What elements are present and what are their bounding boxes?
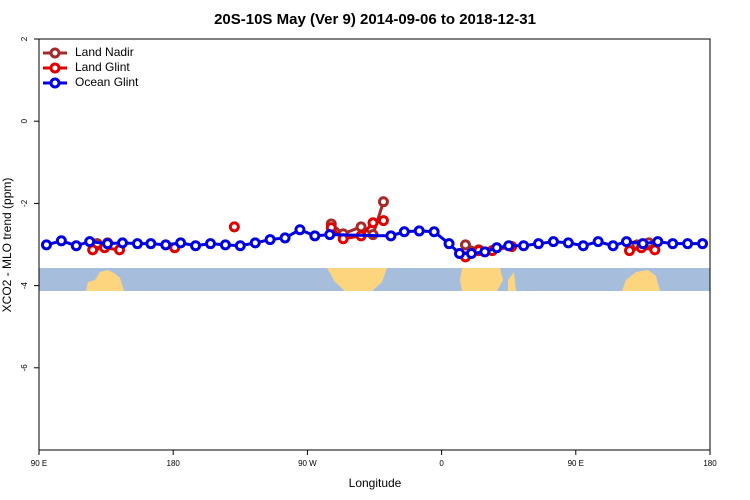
point xyxy=(219,239,231,251)
legend-marker xyxy=(49,77,61,89)
legend-marker xyxy=(49,47,61,59)
point xyxy=(562,237,574,249)
map-land xyxy=(86,270,124,291)
point xyxy=(190,240,202,252)
point xyxy=(377,196,389,208)
point xyxy=(398,226,410,238)
x-tick-label: 0 xyxy=(439,459,444,468)
point xyxy=(620,236,632,248)
y-tick-label: -4 xyxy=(20,281,29,289)
legend-label: Land Glint xyxy=(75,60,130,74)
point xyxy=(491,242,503,254)
point xyxy=(697,238,709,250)
plot-frame xyxy=(38,38,711,451)
chart-title: 20S-10S May (Ver 9) 2014-09-06 to 2018-1… xyxy=(214,11,536,28)
y-tick-label: 0 xyxy=(20,118,29,123)
point xyxy=(652,236,664,248)
point xyxy=(667,238,679,250)
point xyxy=(533,238,545,250)
point xyxy=(228,221,240,233)
point xyxy=(518,240,530,252)
y-axis-label: XCO2 - MLO trend (ppm) xyxy=(0,178,14,313)
y-tick-label: -2 xyxy=(20,199,29,207)
point xyxy=(279,232,291,244)
point xyxy=(443,238,455,250)
point xyxy=(70,240,82,252)
point xyxy=(385,230,397,242)
point xyxy=(367,217,379,229)
x-tick-label: 180 xyxy=(167,459,181,468)
point xyxy=(682,238,694,250)
x-axis-label: Longitude xyxy=(349,476,402,490)
point xyxy=(637,238,649,250)
point xyxy=(324,229,336,241)
y-tick-label: -6 xyxy=(20,364,29,372)
x-tick-label: 180 xyxy=(703,459,717,468)
point xyxy=(309,230,321,242)
point xyxy=(102,238,114,250)
point xyxy=(377,215,389,227)
legend-marker xyxy=(49,62,61,74)
point xyxy=(413,225,425,237)
x-tick-label: 90 W xyxy=(298,459,317,468)
legend-label: Ocean Glint xyxy=(75,75,139,89)
point xyxy=(479,246,491,258)
map-land xyxy=(622,270,660,291)
point xyxy=(453,248,465,260)
point xyxy=(459,239,471,251)
point xyxy=(131,238,143,250)
point xyxy=(503,240,515,252)
point xyxy=(294,224,306,236)
point xyxy=(249,237,261,249)
point xyxy=(55,235,67,247)
point xyxy=(117,237,129,249)
point xyxy=(204,238,216,250)
point xyxy=(355,221,367,233)
x-tick-label: 90 E xyxy=(568,459,584,468)
x-tick-label: 90 E xyxy=(31,459,47,468)
point xyxy=(623,245,635,257)
point xyxy=(160,239,172,251)
point xyxy=(592,236,604,248)
point xyxy=(40,239,52,251)
point xyxy=(547,236,559,248)
point xyxy=(145,238,157,250)
point xyxy=(84,236,96,248)
point xyxy=(264,234,276,246)
legend-label: Land Nadir xyxy=(75,45,134,59)
point xyxy=(234,240,246,252)
point xyxy=(465,248,477,260)
point xyxy=(175,237,187,249)
point xyxy=(607,240,619,252)
point xyxy=(428,226,440,238)
map-land xyxy=(460,268,516,291)
point xyxy=(577,240,589,252)
map-land xyxy=(327,268,387,291)
y-tick-label: 2 xyxy=(20,36,29,41)
